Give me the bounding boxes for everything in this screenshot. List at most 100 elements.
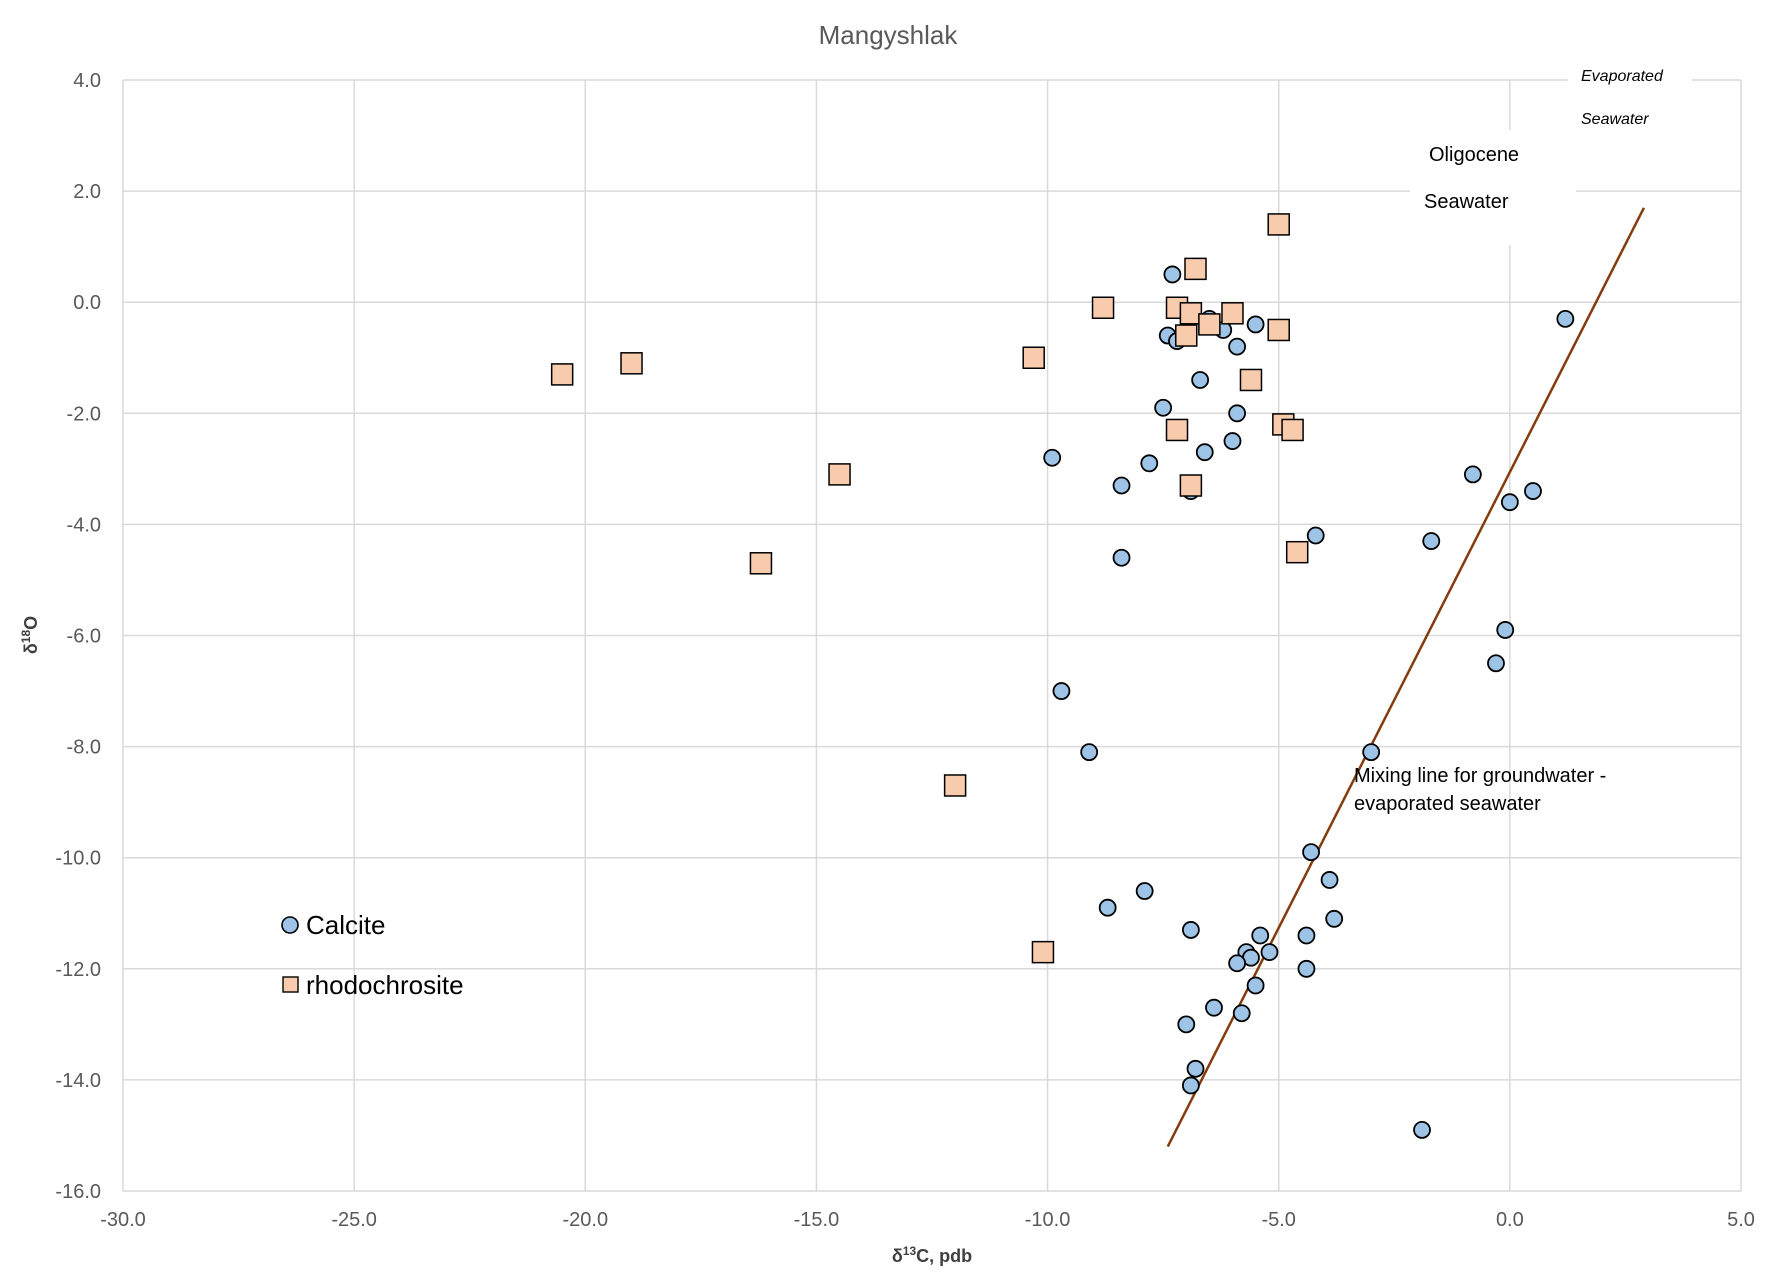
y-tick-label: -8.0 [67, 737, 101, 759]
calcite-point [1232, 1004, 1251, 1023]
rhodochrosite-point [1031, 940, 1055, 964]
calcite-point [1306, 526, 1325, 545]
evaporated-label-line1: Evaporated [1581, 68, 1664, 85]
calcite-point [1112, 548, 1131, 567]
calcite-point [1302, 843, 1320, 862]
calcite-point [1223, 432, 1242, 450]
rhodochrosite-point [828, 463, 851, 486]
mixing-line-label-line2: evaporated seawater [1354, 793, 1541, 815]
x-axis-label-text: δ [892, 1246, 903, 1266]
y-axis-label-superscript: 18 [19, 630, 33, 644]
y-tick-label: -10.0 [55, 848, 101, 870]
y-tick-label: 2.0 [73, 181, 101, 203]
evaporated-label-line2: Seawater [1581, 111, 1649, 128]
rhodochrosite-point [1179, 474, 1203, 497]
x-tick-label: -30.0 [100, 1209, 146, 1231]
y-tick-label: 4.0 [73, 70, 101, 92]
y-tick-label: -4.0 [67, 514, 101, 536]
oligocene-label-line1: Oligocene [1429, 144, 1519, 166]
x-axis-label: δ13C, pdb [892, 1244, 972, 1266]
calcite-point [1297, 959, 1316, 978]
chart-title: Mangyshlak [819, 20, 959, 50]
calcite-point [1098, 898, 1117, 917]
y-axis-label: δ18O [19, 616, 41, 654]
rhodochrosite-point [1221, 302, 1244, 325]
calcite-point [1362, 743, 1381, 762]
legend-rhodochrosite-marker [282, 976, 299, 993]
calcite-point [1556, 309, 1575, 328]
calcite-point [1251, 926, 1270, 945]
mixing-line [1166, 207, 1646, 1148]
calcite-point [1487, 654, 1505, 673]
oligocene-label-line2: Seawater [1424, 191, 1509, 213]
rhodochrosite-point [1267, 318, 1290, 342]
x-axis-label-superscript: 13 [903, 1244, 917, 1258]
calcite-point [1191, 371, 1210, 389]
x-tick-label: -25.0 [331, 1209, 377, 1231]
legend: Calcite rhodochrosite [281, 910, 464, 1000]
calcite-point [1043, 448, 1062, 467]
calcite-point [1052, 682, 1071, 700]
calcite-point [1297, 926, 1316, 945]
data-points [550, 213, 1575, 1139]
legend-calcite-label: Calcite [306, 910, 385, 940]
calcite-point [1463, 465, 1482, 484]
calcite-point [1260, 943, 1279, 962]
x-tick-label: 5.0 [1727, 1209, 1755, 1231]
y-tick-label: -2.0 [67, 403, 101, 425]
rhodochrosite-point [749, 552, 773, 575]
evaporated-label-box [1568, 55, 1692, 135]
calcite-point [1140, 454, 1159, 473]
calcite-point [1524, 482, 1542, 500]
legend-rhodochrosite-label: rhodochrosite [306, 970, 464, 1000]
y-tick-label: 0.0 [73, 292, 101, 314]
y-axis-label-rest: O [21, 616, 41, 630]
x-tick-label: -15.0 [794, 1209, 840, 1231]
x-tick-label: -5.0 [1261, 1209, 1295, 1231]
rhodochrosite-point [1091, 296, 1115, 320]
rhodochrosite-point [1198, 313, 1221, 336]
rhodochrosite-point [1165, 418, 1189, 442]
rhodochrosite-point [943, 774, 967, 797]
rhodochrosite-point [1267, 213, 1290, 236]
calcite-point [1186, 1059, 1205, 1078]
calcite-point [1112, 476, 1131, 495]
oligocene-label-box [1410, 130, 1576, 245]
calcite-point [1205, 998, 1223, 1017]
calcite-point [1195, 443, 1214, 462]
rhodochrosite-point [1285, 540, 1309, 564]
calcite-point [1177, 1015, 1196, 1034]
rhodochrosite-point [1175, 324, 1198, 347]
grid [122, 79, 1742, 1192]
calcite-point [1320, 871, 1339, 889]
calcite-point [1163, 265, 1182, 284]
calcite-point [1325, 909, 1344, 928]
mixing-line-label-line1: Mixing line for groundwater - [1354, 765, 1606, 787]
x-axis-label-rest: C, pdb [916, 1246, 972, 1266]
rhodochrosite-point [1281, 418, 1304, 442]
x-tick-label: -20.0 [562, 1209, 608, 1231]
x-tick-label: -10.0 [1025, 1209, 1071, 1231]
legend-calcite-marker [281, 916, 299, 934]
y-tick-label: -6.0 [67, 626, 101, 648]
calcite-point [1181, 921, 1200, 939]
calcite-point [1154, 398, 1173, 417]
calcite-point [1080, 743, 1099, 762]
calcite-point [1413, 1120, 1431, 1139]
calcite-point [1181, 1076, 1200, 1095]
mixing-line-group [1166, 207, 1646, 1148]
y-tick-label: -14.0 [55, 1070, 101, 1092]
calcite-point [1422, 532, 1441, 550]
calcite-point [1228, 404, 1247, 423]
rhodochrosite-point [550, 363, 574, 386]
calcite-point [1228, 337, 1247, 356]
y-tick-label: -12.0 [55, 959, 101, 981]
axis-ticks: -30.0 -25.0 -20.0 -15.0 -10.0 -5.0 0.0 5.0 4.0 2.… [55, 70, 1755, 1231]
calcite-point [1246, 976, 1265, 995]
rhodochrosite-point [1239, 368, 1263, 392]
calcite-point [1496, 621, 1515, 639]
calcite-point [1135, 882, 1154, 900]
y-tick-label: -16.0 [55, 1181, 101, 1203]
calcite-point [1500, 493, 1519, 512]
